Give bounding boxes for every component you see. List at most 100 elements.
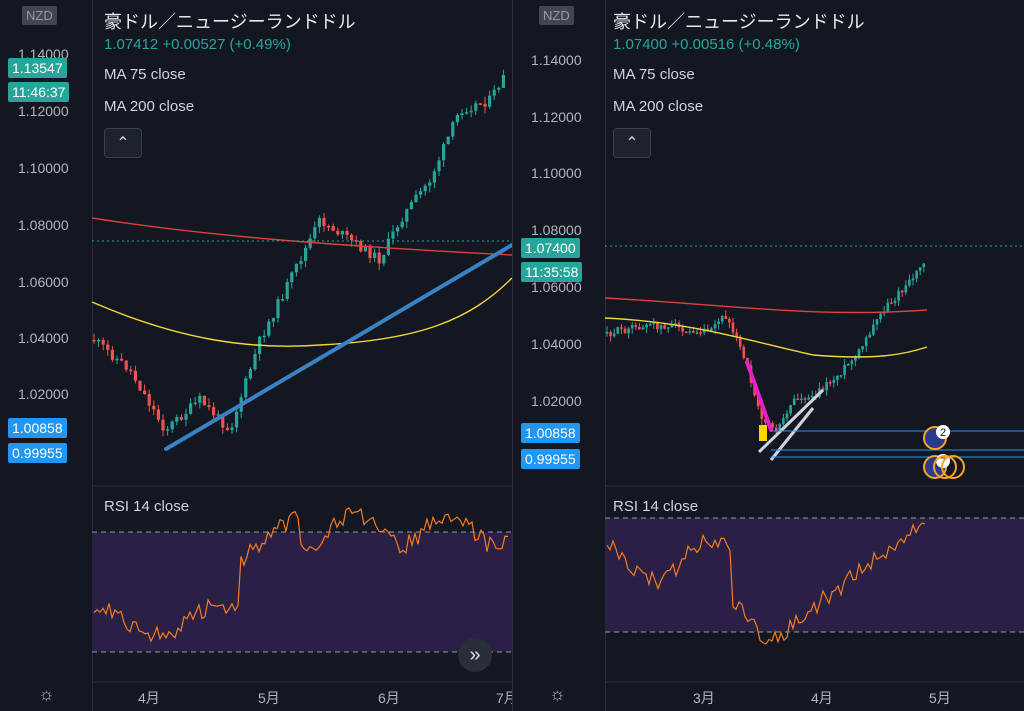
candle-body bbox=[120, 358, 124, 361]
candle-body bbox=[455, 115, 459, 123]
alert-price-label-2: 0.99955 bbox=[521, 449, 580, 469]
y-tick: 1.12000 bbox=[531, 109, 582, 125]
x-tick: 6月 bbox=[378, 690, 400, 706]
candle-body bbox=[800, 398, 803, 401]
candle-body bbox=[796, 398, 800, 401]
candle-body bbox=[875, 319, 879, 325]
rsi-legend[interactable]: RSI 14 close bbox=[613, 498, 699, 515]
candle-body bbox=[836, 375, 839, 380]
left-chart-canvas[interactable] bbox=[0, 0, 512, 711]
y-tick: 1.06000 bbox=[18, 274, 69, 290]
candle-body bbox=[843, 364, 846, 376]
candle-body bbox=[828, 382, 832, 384]
ma200-legend[interactable]: MA 200 close bbox=[104, 98, 195, 115]
candle-body bbox=[97, 339, 101, 342]
gear-icon[interactable]: ☼ bbox=[38, 684, 55, 704]
candle-body bbox=[620, 327, 623, 329]
gear-icon[interactable]: ☼ bbox=[549, 684, 566, 704]
candle-body bbox=[124, 360, 128, 370]
candle-body bbox=[115, 358, 119, 361]
candle-body bbox=[138, 380, 142, 391]
candle-body bbox=[623, 328, 627, 334]
price-scale[interactable] bbox=[0, 0, 93, 711]
candle-body bbox=[659, 324, 663, 330]
ma75-legend[interactable]: MA 75 close bbox=[104, 66, 186, 83]
symbol-title[interactable]: 豪ドル／ニュージーランドドル bbox=[613, 12, 865, 32]
y-tick: 1.08000 bbox=[531, 222, 582, 238]
candle-body bbox=[368, 245, 372, 259]
scroll-to-realtime-button[interactable]: » bbox=[458, 638, 492, 672]
candle-body bbox=[846, 364, 850, 366]
candle-body bbox=[483, 103, 487, 107]
y-tick: 1.04000 bbox=[18, 330, 69, 346]
ma75-line bbox=[604, 317, 928, 358]
x-tick: 3月 bbox=[693, 690, 715, 706]
candle-body bbox=[774, 427, 778, 432]
candle-body bbox=[492, 89, 496, 96]
candle-body bbox=[202, 395, 206, 406]
candle-body bbox=[645, 324, 648, 328]
candle-body bbox=[161, 419, 165, 431]
candle-body bbox=[656, 321, 659, 330]
candle-body bbox=[143, 390, 147, 395]
candle-body bbox=[478, 103, 482, 105]
candle-body bbox=[106, 344, 110, 350]
candle-body bbox=[652, 321, 656, 325]
collapse-legend-button[interactable]: ⌃ bbox=[104, 128, 142, 158]
candle-body bbox=[262, 335, 266, 338]
right-chart-canvas[interactable]: 27 bbox=[513, 0, 1024, 711]
candle-body bbox=[627, 328, 630, 334]
ma200-legend[interactable]: MA 200 close bbox=[613, 98, 704, 115]
candle-body bbox=[92, 340, 96, 342]
candle-body bbox=[717, 321, 720, 325]
candle-body bbox=[451, 122, 455, 137]
left-chart-panel[interactable]: NZD 豪ドル／ニュージーランドドル 1.07412 +0.00527 (+0.… bbox=[0, 0, 512, 711]
candle-body bbox=[609, 331, 612, 337]
candle-body bbox=[110, 349, 114, 360]
current-price-label: 1.07400 bbox=[521, 238, 580, 258]
candle-body bbox=[193, 402, 197, 405]
bar-countdown: 11:35:58 bbox=[521, 262, 583, 282]
candle-body bbox=[373, 252, 377, 259]
candle-body bbox=[890, 302, 893, 305]
x-tick: 4月 bbox=[811, 690, 833, 706]
candle-body bbox=[290, 272, 294, 283]
candle-body bbox=[382, 254, 386, 264]
candle-body bbox=[782, 418, 785, 425]
candle-body bbox=[605, 331, 609, 334]
candle-body bbox=[897, 290, 900, 301]
candle-body bbox=[212, 407, 216, 416]
collapse-legend-button[interactable]: ⌃ bbox=[613, 128, 651, 158]
chevron-up-icon: ⌃ bbox=[116, 135, 130, 152]
candle-body bbox=[918, 267, 922, 271]
price-change: 1.07412 +0.00527 (+0.49%) bbox=[104, 36, 291, 53]
candle-body bbox=[469, 110, 473, 113]
symbol-title[interactable]: 豪ドル／ニュージーランドドル bbox=[104, 12, 356, 32]
candle-body bbox=[792, 398, 796, 406]
y-tick: 1.02000 bbox=[18, 386, 69, 402]
event-count: 2 bbox=[940, 427, 946, 439]
y-tick: 1.10000 bbox=[18, 160, 69, 176]
candle-body bbox=[147, 394, 151, 406]
candle-body bbox=[230, 427, 234, 431]
x-tick: 5月 bbox=[258, 690, 280, 706]
x-tick: 7月 bbox=[496, 690, 512, 706]
candle-body bbox=[460, 113, 464, 116]
candle-body bbox=[207, 405, 211, 408]
ma75-legend[interactable]: MA 75 close bbox=[613, 66, 695, 83]
candle-body bbox=[248, 369, 252, 379]
price-scale[interactable] bbox=[513, 0, 606, 711]
candle-body bbox=[437, 160, 441, 172]
current-price-label: 1.13547 bbox=[8, 58, 67, 78]
candle-body bbox=[497, 87, 501, 90]
candle-body bbox=[446, 136, 450, 144]
candle-body bbox=[405, 209, 409, 222]
candle-body bbox=[189, 403, 193, 414]
candle-body bbox=[900, 290, 904, 293]
rsi-legend[interactable]: RSI 14 close bbox=[104, 498, 190, 515]
x-tick: 4月 bbox=[138, 690, 160, 706]
candle-body bbox=[253, 353, 257, 370]
candle-body bbox=[735, 332, 738, 337]
candle-body bbox=[681, 327, 684, 332]
